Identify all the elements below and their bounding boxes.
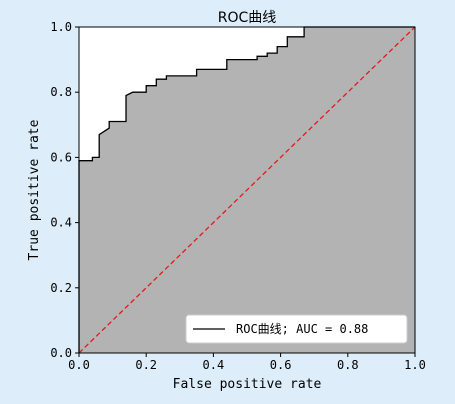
y-tick-label: 0.2 [50, 281, 72, 295]
x-tick-label: 0.4 [203, 358, 225, 372]
x-tick-label: 0.2 [135, 358, 157, 372]
legend-box [185, 314, 408, 344]
y-axis-ticks: 0.0 0.2 0.4 0.6 0.8 1.0 [50, 20, 79, 360]
x-tick-label: 0.6 [270, 358, 292, 372]
roc-curve-line [78, 26, 415, 353]
x-tick-label: 0.0 [68, 358, 90, 372]
x-axis-label: False positive rate [173, 377, 322, 392]
legend-label: ROC曲线; AUC = 0.88 [236, 322, 368, 336]
y-tick-label: 0.0 [50, 346, 72, 360]
legend: ROC曲线; AUC = 0.88 [185, 314, 408, 344]
chance-diagonal-line [78, 26, 416, 354]
y-axis-label: True positive rate [27, 119, 42, 260]
y-tick-label: 0.4 [50, 216, 72, 230]
y-tick-label: 0.8 [50, 85, 72, 99]
chart-title: ROC曲线 [218, 10, 277, 26]
y-tick-label: 1.0 [50, 20, 72, 34]
y-tick-label: 0.6 [50, 150, 72, 164]
x-axis-ticks: 0.0 0.2 0.4 0.6 0.8 1.0 [68, 353, 426, 372]
x-tick-label: 0.8 [337, 358, 359, 372]
plot-frame [78, 26, 416, 354]
x-tick-label: 1.0 [404, 358, 426, 372]
